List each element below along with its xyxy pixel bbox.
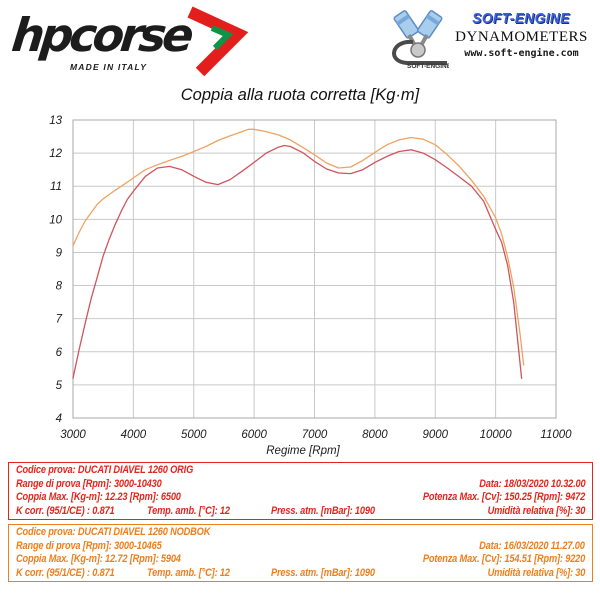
v-twin-engine-icon: SOFT-ENGINE — [392, 10, 449, 70]
data-ora-nodbok: Data: 16/03/2020 11.27.00 — [479, 539, 585, 552]
y-tick-label: 4 — [56, 413, 62, 425]
y-tick-label: 6 — [56, 347, 63, 359]
chart-title: Coppia alla ruota corretta [Kg·m] — [180, 86, 420, 104]
softengine-wordmark: SOFT-ENGINE — [472, 10, 571, 27]
x-tick-label: 9000 — [422, 429, 448, 441]
x-tick-label: 8000 — [362, 429, 388, 441]
x-tick-label: 3000 — [60, 429, 86, 441]
y-tick-label: 8 — [56, 281, 63, 293]
softengine-website: www.soft-engine.com — [464, 48, 579, 59]
y-tick-label: 13 — [49, 115, 62, 127]
y-tick-label: 10 — [49, 214, 62, 226]
k-corr-nodbok: K corr. (95/1/CE) : 0.871 — [16, 566, 115, 579]
umidita-nodbok: Umidità relativa [%]: 30 — [487, 566, 585, 579]
temp-amb-orig: Temp. amb. [°C]: 12 — [147, 504, 230, 517]
made-in-italy-label: MADE IN ITALY — [70, 62, 148, 72]
range-prova-orig: Range di prova [Rpm]: 3000-10430 — [16, 477, 162, 490]
k-corr-orig: K corr. (95/1/CE) : 0.871 — [16, 504, 115, 517]
coppia-max-orig: Coppia Max. [Kg-m]: 12.23 [Rpm]: 6500 — [16, 491, 181, 503]
x-tick-label: 11000 — [540, 429, 572, 441]
y-tick-label: 12 — [49, 148, 62, 160]
softengine-icon-label: SOFT-ENGINE — [407, 63, 449, 70]
test-table-nodbok: Codice prova: DUCATI DIAVEL 1260 NODBOK … — [8, 524, 593, 582]
temp-amb-nodbok: Temp. amb. [°C]: 12 — [147, 566, 230, 579]
coppia-max-nodbok: Coppia Max. [Kg-m]: 12.72 [Rpm]: 5904 — [16, 553, 181, 565]
y-tick-label: 11 — [50, 181, 62, 193]
y-tick-label: 9 — [56, 247, 63, 259]
codice-prova-nodbok: Codice prova: DUCATI DIAVEL 1260 NODBOK — [16, 526, 211, 538]
dynamometers-label: DYNAMOMETERS — [455, 29, 588, 45]
x-tick-label: 5000 — [181, 429, 207, 441]
torque-chart: 3000 4000 5000 6000 7000 8000 9000 10000 11000 4 5… — [49, 115, 572, 457]
x-axis-label: Regime [Rpm] — [266, 445, 340, 457]
range-prova-nodbok: Range di prova [Rpm]: 3000-10465 — [16, 539, 162, 552]
hpcorse-chevron-icon — [187, 6, 248, 77]
softengine-logo: SOFT-ENGINE SOFT-ENGINE DYNAMOMETERS www… — [387, 6, 592, 78]
codice-prova-orig: Codice prova: DUCATI DIAVEL 1260 ORIG — [16, 464, 194, 476]
y-tick-label: 7 — [56, 314, 63, 326]
y-tick-label: 5 — [56, 380, 63, 392]
x-tick-label: 7000 — [302, 429, 328, 441]
hpcorse-wordmark: hpcorse — [9, 8, 193, 62]
press-atm-nodbok: Press. atm. [mBar]: 1090 — [271, 566, 375, 579]
data-ora-orig: Data: 18/03/2020 10.32.00 — [478, 477, 585, 490]
test-table-orig: Codice prova: DUCATI DIAVEL 1260 ORIG Ra… — [8, 462, 593, 520]
x-tick-label: 4000 — [121, 429, 147, 441]
potenza-max-nodbok: Potenza Max. [Cv]: 154.51 [Rpm]: 9220 — [422, 553, 585, 565]
x-tick-label: 6000 — [241, 429, 267, 441]
potenza-max-orig: Potenza Max. [Cv]: 150.25 [Rpm]: 9472 — [422, 491, 585, 503]
hpcorse-logo: hpcorse MADE IN ITALY — [8, 2, 258, 84]
umidita-orig: Umidità relativa [%]: 30 — [487, 504, 585, 517]
press-atm-orig: Press. atm. [mBar]: 1090 — [271, 504, 375, 517]
series-ducati-diavel-1260-orig — [72, 144, 523, 379]
x-tick-label: 10000 — [480, 429, 513, 441]
series-ducati-diavel-1260-nodbok — [72, 128, 525, 366]
